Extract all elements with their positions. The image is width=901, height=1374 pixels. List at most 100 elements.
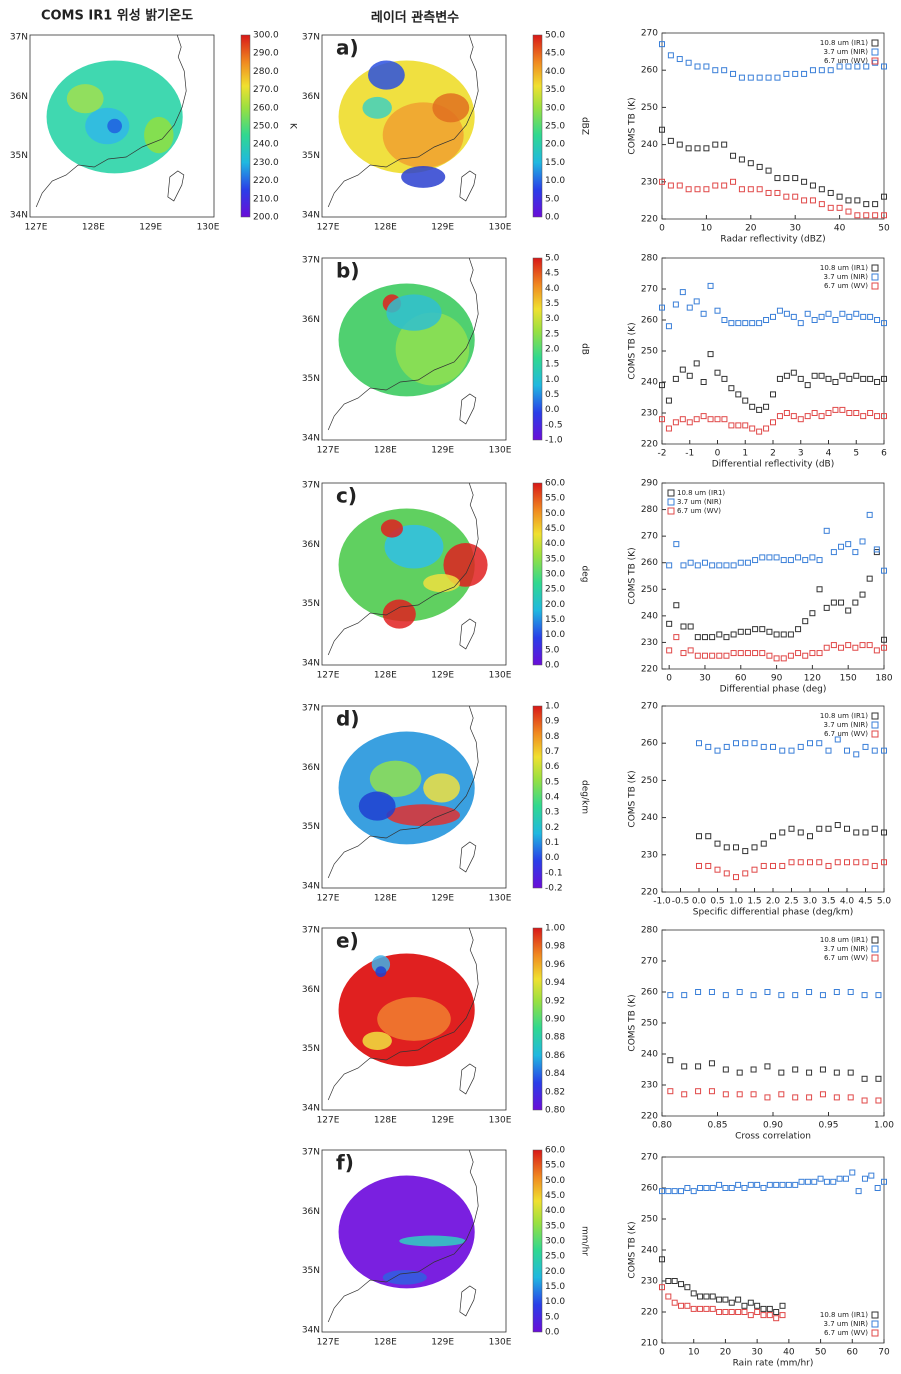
colorbar-label: 60.0	[545, 1146, 565, 1156]
lat-label: 34N	[10, 211, 28, 221]
data-point	[659, 304, 665, 311]
data-point	[874, 317, 881, 323]
data-point	[709, 652, 716, 659]
data-point	[760, 862, 767, 869]
legend-label: 10.8 um (IR1)	[820, 264, 868, 272]
data-point	[844, 825, 850, 832]
data-point	[795, 626, 802, 633]
data-point	[665, 1188, 672, 1195]
data-point	[695, 1063, 702, 1070]
data-point	[809, 650, 816, 657]
y-tick-label: 250	[641, 585, 658, 595]
data-point	[773, 554, 780, 561]
data-point	[783, 193, 790, 200]
data-point	[838, 644, 845, 651]
y-tick-label: 250	[641, 103, 658, 113]
x-tick-label: 0	[659, 1348, 665, 1358]
data-point	[696, 862, 702, 869]
data-point	[779, 862, 786, 869]
data-point	[703, 186, 710, 193]
x-tick-label: 30	[751, 1348, 763, 1358]
data-point	[685, 186, 692, 193]
data-point	[736, 1091, 743, 1098]
colorbar	[240, 34, 251, 218]
lon-label: 128E	[374, 1116, 397, 1126]
colorbar-label: 230.0	[253, 158, 279, 168]
data-point	[806, 1069, 813, 1076]
data-point	[809, 67, 816, 74]
data-point	[766, 1305, 773, 1312]
coastline	[327, 482, 479, 656]
data-point	[881, 63, 887, 70]
data-point	[765, 167, 772, 174]
field-patch	[386, 804, 461, 827]
x-tick-label: 120	[804, 674, 821, 684]
x-tick-label: 2.0	[766, 897, 781, 907]
data-point	[694, 562, 701, 569]
data-point	[818, 201, 825, 208]
data-point	[881, 375, 887, 382]
x-tick-label: 0.85	[707, 1121, 727, 1131]
data-point	[823, 604, 830, 611]
data-point	[819, 992, 826, 999]
data-point	[832, 379, 839, 385]
lon-label: 127E	[317, 894, 340, 904]
lat-label: 35N	[302, 151, 320, 161]
data-point	[801, 70, 808, 77]
data-point	[680, 623, 687, 630]
lon-label: 128E	[374, 894, 397, 904]
data-point	[728, 320, 735, 327]
lat-label: 36N	[302, 763, 320, 773]
field-patch	[362, 1031, 392, 1050]
data-point	[716, 1296, 723, 1303]
colorbar-label: 0.3	[545, 808, 559, 818]
data-point	[697, 1293, 704, 1300]
data-point	[846, 410, 853, 416]
x-tick-label: 40	[783, 1348, 795, 1358]
colorbar-label: 0.82	[545, 1087, 565, 1097]
x-tick-label: 30	[789, 224, 801, 234]
data-point	[779, 1312, 786, 1319]
y-tick-label: 240	[641, 611, 658, 621]
legend-label: 6.7 um (WV)	[824, 1329, 868, 1337]
data-point	[707, 282, 714, 289]
data-point	[714, 747, 721, 754]
colorbar-label: 50.0	[545, 1176, 565, 1186]
data-point	[779, 829, 786, 836]
data-point	[816, 586, 823, 593]
colorbar-label: 60.0	[545, 479, 565, 489]
plot-frame	[661, 482, 885, 670]
x-tick-label: 180	[875, 674, 892, 684]
data-point	[866, 511, 873, 518]
colorbar-label: 55.0	[545, 494, 565, 504]
legend-marker	[871, 954, 879, 962]
data-point	[853, 829, 860, 836]
data-point	[722, 1185, 729, 1191]
data-point	[681, 1091, 688, 1098]
data-point	[744, 650, 751, 657]
colorbar-unit: mm/hr	[580, 1226, 590, 1256]
lat-label: 35N	[302, 1266, 320, 1276]
data-point	[773, 1309, 780, 1315]
colorbar-label: 2.0	[545, 345, 560, 355]
lon-label: 129E	[431, 446, 454, 456]
data-point	[709, 562, 716, 569]
data-point	[696, 740, 702, 747]
data-point	[685, 59, 692, 66]
data-point	[846, 375, 853, 382]
data-point	[667, 182, 674, 189]
data-point	[804, 413, 811, 420]
colorbar-label: 30.0	[545, 570, 565, 580]
y-tick-label: 240	[641, 378, 658, 388]
x-tick-label: 0.95	[818, 1121, 838, 1131]
y-tick-label: 250	[641, 1215, 658, 1225]
colorbar-label: 0.98	[545, 942, 565, 952]
data-point	[741, 1185, 748, 1191]
data-point	[735, 1296, 742, 1303]
data-point	[659, 1256, 665, 1263]
left-header: COMS IR1 위성 밝기온도	[41, 9, 193, 24]
x-axis-label: Cross correlation	[735, 1132, 811, 1142]
x-tick-label: 50	[815, 1348, 827, 1358]
legend-label: 10.8 um (IR1)	[820, 39, 868, 47]
legend-marker	[871, 1329, 879, 1337]
